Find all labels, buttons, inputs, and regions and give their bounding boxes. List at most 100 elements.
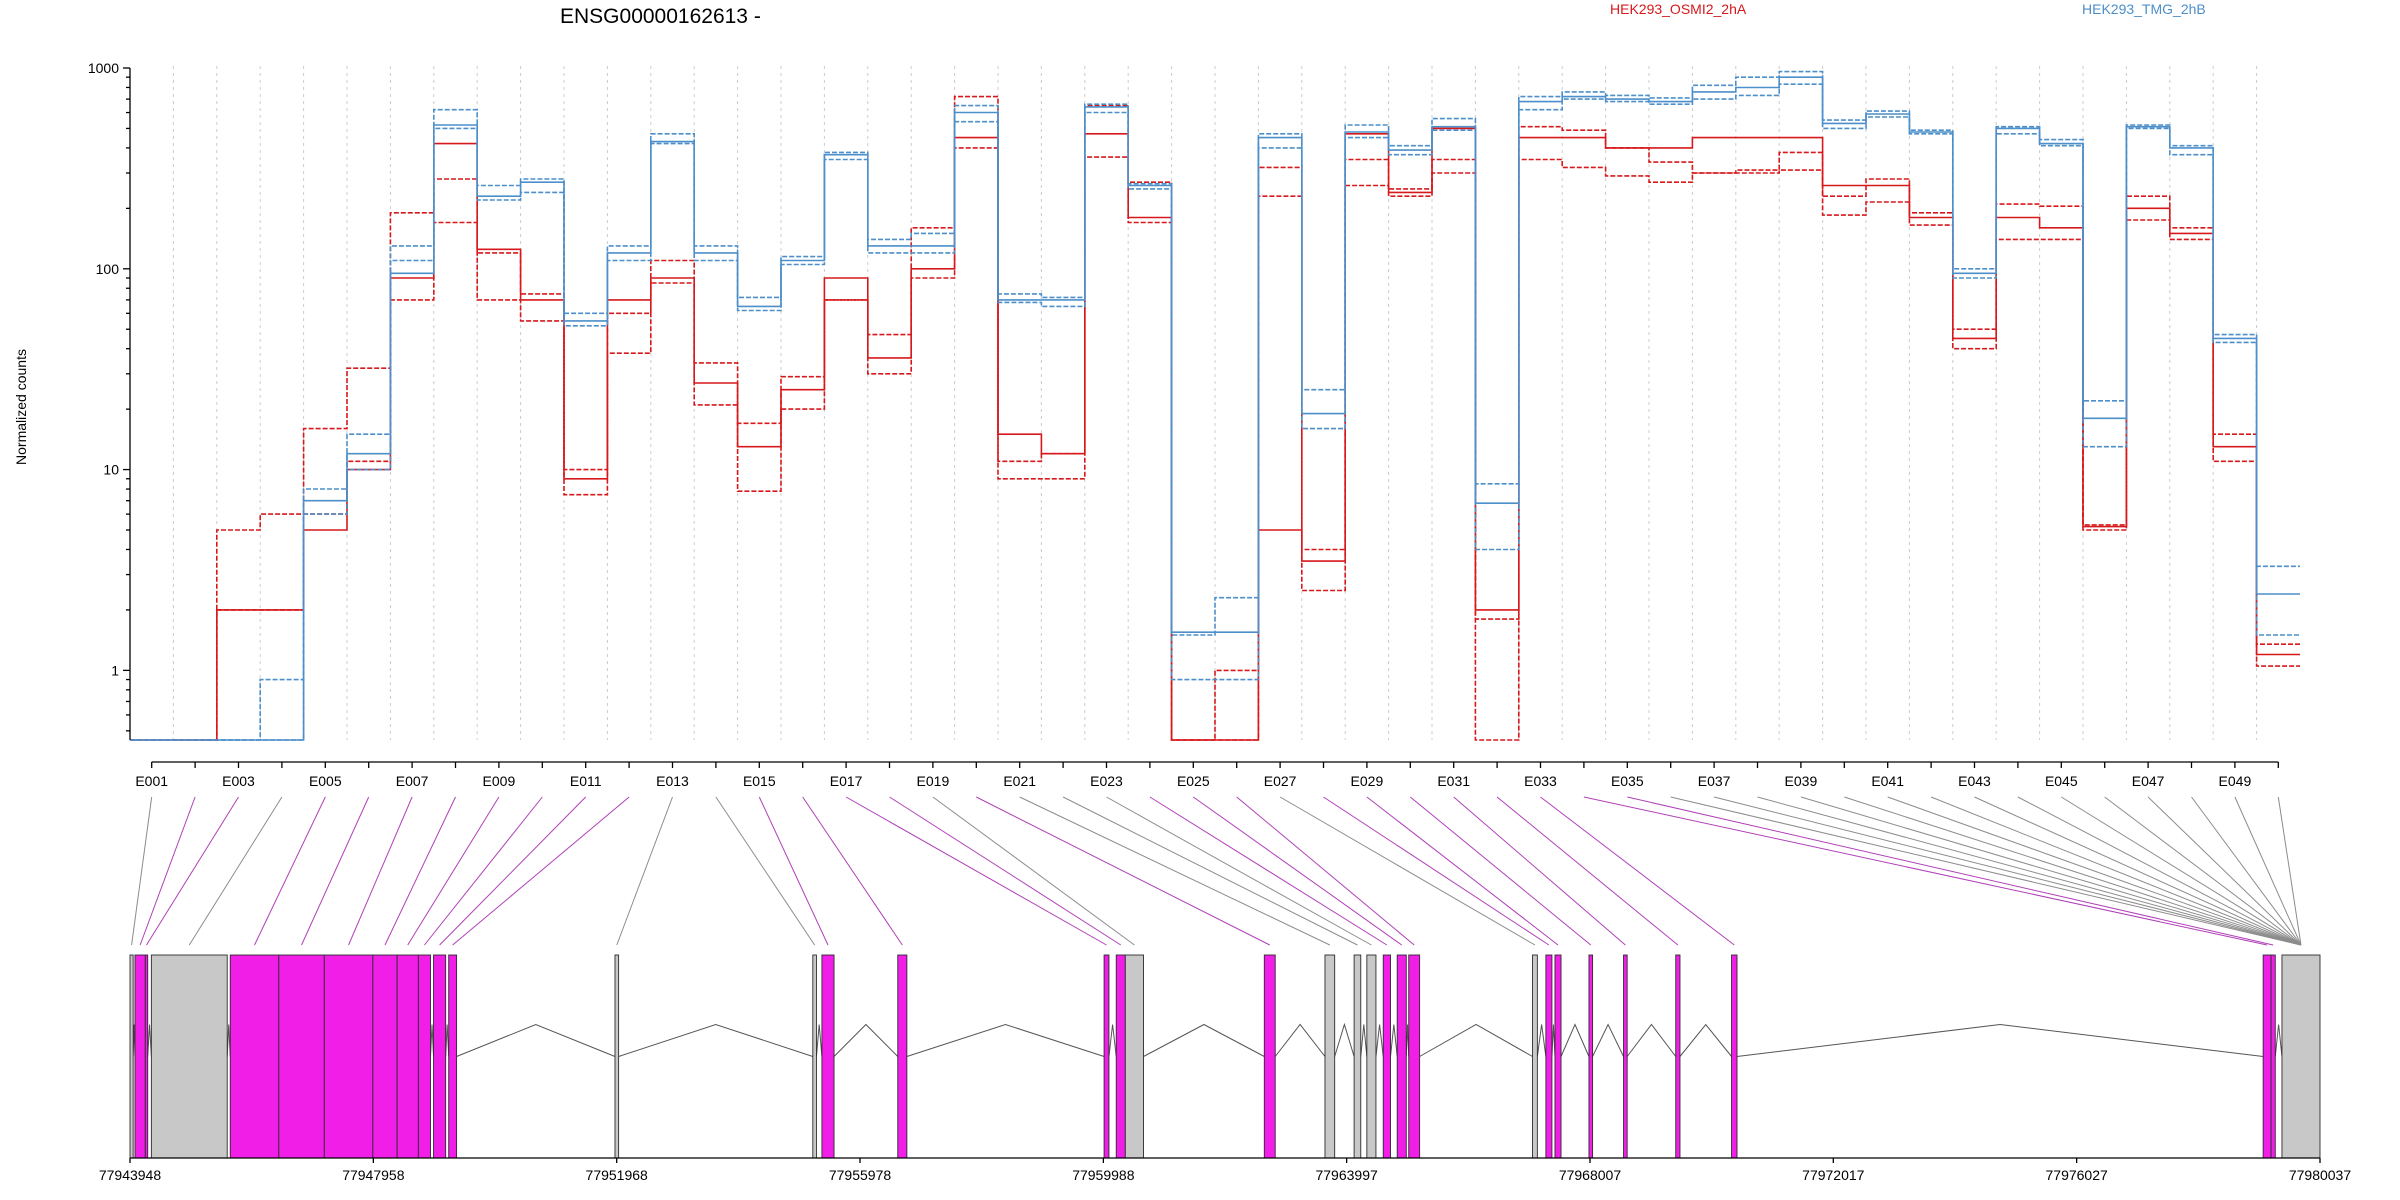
data-point [672,277,673,278]
data-point [2191,227,2192,228]
data-point [1887,113,1888,114]
data-point [1236,597,1237,598]
x-tick-label: E033 [1524,773,1557,789]
data-point [1757,170,1758,171]
exon-connector [1583,796,2268,946]
gene-model-track: 77943948 77947958 77951968 77955978 77959988… [99,954,2351,1183]
data-point [759,491,760,492]
data-point [715,404,716,405]
exon-significant [1382,954,1391,1159]
data-point [1583,96,1584,97]
exon [1366,954,1377,1159]
data-point [1931,217,1932,218]
data-point [1497,503,1498,504]
data-point [238,739,239,740]
data-point [1410,150,1411,151]
data-point [1540,159,1541,160]
data-point [1931,212,1932,213]
exon-connector [1974,796,2302,946]
data-point [1323,428,1324,429]
exon-connector [1062,796,1358,946]
data-point [1410,154,1411,155]
data-point [2061,143,2062,144]
data-point [2278,593,2279,594]
axes: 1 10 100 1000 E001 E003 E005 E007 E009 E011 E013 E0… [88,60,2279,789]
exon [1324,954,1336,1159]
data-point [455,143,456,144]
data-point [672,141,673,142]
genomic-tick-label: 77955978 [829,1167,892,1183]
data-point [889,357,890,358]
x-tick-label: E015 [743,773,776,789]
exon-significant [1554,954,1562,1159]
data-point [1931,133,1932,134]
exon [614,954,620,1159]
data-point [2148,196,2149,197]
x-tick-label: E047 [2132,773,2165,789]
data-point [542,192,543,193]
data-point [1757,172,1758,173]
intron [1679,1023,1732,1057]
data-point [629,260,630,261]
data-point [1149,188,1150,189]
data-point [2278,634,2279,635]
exon-connector [139,796,196,946]
data-point [2234,342,2235,343]
data-point [846,277,847,278]
data-point [1019,299,1020,300]
data-point [498,196,499,197]
data-point [1497,483,1498,484]
exon-connector [932,796,1135,946]
data-point [1280,529,1281,530]
data-point [629,252,630,253]
x-tick-label: E041 [1871,773,1904,789]
series-line-osmi2-1 [130,95,2300,741]
data-point [932,245,933,246]
data-point [759,310,760,311]
exon-significant [1408,954,1421,1159]
intron [1551,1024,1556,1057]
data-point [368,469,369,470]
data-point [889,245,890,246]
data-point [1714,137,1715,138]
data-point [1800,152,1801,153]
exon-significant [433,954,447,1159]
data-point [455,124,456,125]
x-tick-label: E035 [1611,773,1644,789]
data-point [2148,128,2149,129]
data-point [2278,666,2279,667]
data-point [2104,418,2105,419]
data-point [889,373,890,374]
data-point [1149,183,1150,184]
exon-significant [417,954,431,1159]
data-point [1453,130,1454,131]
data-point [585,494,586,495]
exon-connector [1496,796,1679,946]
data-point [629,245,630,246]
data-point [1627,95,1628,96]
data-point [1366,185,1367,186]
exon-connector [1930,796,2302,946]
data-point [1800,170,1801,171]
data-point [802,260,803,261]
data-point [1063,306,1064,307]
exon-connector [1106,796,1372,946]
data-point [759,306,760,307]
exon [1353,954,1362,1159]
y-tick-label: 100 [96,261,120,277]
x-tick-label: E009 [483,773,516,789]
genomic-tick-label: 77959988 [1072,1167,1135,1183]
data-point [1844,128,1845,129]
data-point [2234,338,2235,339]
exon-connector [254,796,326,946]
data-point [1280,147,1281,148]
genomic-tick-label: 77976027 [2046,1167,2109,1183]
genomic-tick-label: 77968007 [1559,1167,1622,1183]
genomic-tick-label: 77951968 [586,1167,649,1183]
data-point [325,514,326,515]
data-point [412,245,413,246]
data-point [238,529,239,530]
data-point [1323,561,1324,562]
data-point [1627,99,1628,100]
intron [1536,1024,1547,1057]
